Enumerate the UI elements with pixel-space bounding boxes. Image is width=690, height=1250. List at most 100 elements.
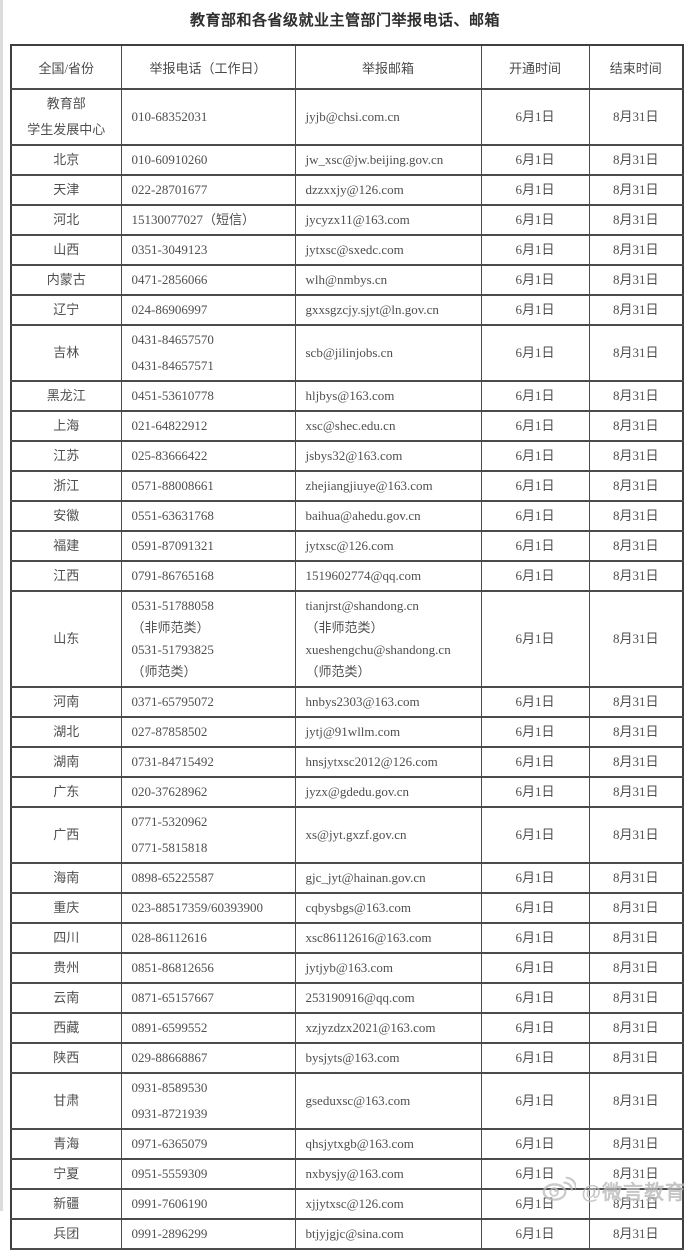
cell-region: 广西 [10, 806, 122, 864]
table-row: 北京 010-60910260 jw_xsc@jw.beijing.gov.cn… [10, 144, 684, 176]
table-row: 陕西 029-88668867 bysjyts@163.com 6月1日 8月3… [10, 1042, 684, 1074]
cell-end-time: 8月31日 [588, 470, 684, 502]
cell-end-time: 8月31日 [588, 1072, 684, 1130]
cell-region: 西藏 [10, 1012, 122, 1044]
cell-phone: 010-68352031 [120, 88, 296, 146]
table-row: 湖南 0731-84715492 hnsjytxsc2012@126.com 6… [10, 746, 684, 778]
table-row: 西藏 0891-6599552 xzjyzdzx2021@163.com 6月1… [10, 1012, 684, 1044]
cell-phone: 0351-3049123 [120, 234, 296, 266]
cell-phone: 025-83666422 [120, 440, 296, 472]
cell-end-time: 8月31日 [588, 560, 684, 592]
cell-region: 浙江 [10, 470, 122, 502]
cell-email: gseduxsc@163.com [294, 1072, 482, 1130]
cell-region: 海南 [10, 862, 122, 894]
cell-end-time: 8月31日 [588, 892, 684, 924]
cell-phone: 15130077027（短信） [120, 204, 296, 236]
cell-region: 甘肃 [10, 1072, 122, 1130]
table-row: 内蒙古 0471-2856066 wlh@nmbys.cn 6月1日 8月31日 [10, 264, 684, 296]
cell-region: 天津 [10, 174, 122, 206]
cell-end-time: 8月31日 [588, 1128, 684, 1160]
table-row: 贵州 0851-86812656 jytjyb@163.com 6月1日 8月3… [10, 952, 684, 984]
table-row: 云南 0871-65157667 253190916@qq.com 6月1日 8… [10, 982, 684, 1014]
cell-start-time: 6月1日 [480, 590, 590, 688]
cell-end-time: 8月31日 [588, 174, 684, 206]
table-row: 安徽 0551-63631768 baihua@ahedu.gov.cn 6月1… [10, 500, 684, 532]
cell-start-time: 6月1日 [480, 952, 590, 984]
cell-region: 宁夏 [10, 1158, 122, 1190]
cell-phone: 0591-87091321 [120, 530, 296, 562]
cell-phone: 0451-53610778 [120, 380, 296, 412]
cell-phone: 022-28701677 [120, 174, 296, 206]
cell-region: 四川 [10, 922, 122, 954]
table-row: 浙江 0571-88008661 zhejiangjiuye@163.com 6… [10, 470, 684, 502]
cell-end-time: 8月31日 [588, 1042, 684, 1074]
cell-email: scb@jilinjobs.cn [294, 324, 482, 382]
cell-start-time: 6月1日 [480, 470, 590, 502]
cell-start-time: 6月1日 [480, 746, 590, 778]
cell-phone: 0871-65157667 [120, 982, 296, 1014]
cell-email: cqbysbgs@163.com [294, 892, 482, 924]
cell-end-time: 8月31日 [588, 294, 684, 326]
table-row: 河北 15130077027（短信） jycyzx11@163.com 6月1日… [10, 204, 684, 236]
cell-region: 安徽 [10, 500, 122, 532]
cell-phone: 0898-65225587 [120, 862, 296, 894]
cell-email: xsc@shec.edu.cn [294, 410, 482, 442]
cell-region: 上海 [10, 410, 122, 442]
cell-end-time: 8月31日 [588, 776, 684, 808]
cell-region: 陕西 [10, 1042, 122, 1074]
cell-end-time: 8月31日 [588, 88, 684, 146]
report-table: 全国/省份 举报电话（工作日） 举报邮箱 开通时间 结束时间 教育部 学生发展中… [10, 44, 684, 1250]
header-region: 全国/省份 [10, 44, 122, 90]
cell-end-time: 8月31日 [588, 1188, 684, 1220]
cell-phone: 0931-8589530 0931-8721939 [120, 1072, 296, 1130]
table-row: 上海 021-64822912 xsc@shec.edu.cn 6月1日 8月3… [10, 410, 684, 442]
cell-phone: 027-87858502 [120, 716, 296, 748]
cell-start-time: 6月1日 [480, 1012, 590, 1044]
cell-end-time: 8月31日 [588, 410, 684, 442]
cell-start-time: 6月1日 [480, 294, 590, 326]
cell-email: jytxsc@sxedc.com [294, 234, 482, 266]
cell-phone: 024-86906997 [120, 294, 296, 326]
table-row: 宁夏 0951-5559309 nxbysjy@163.com 6月1日 8月3… [10, 1158, 684, 1190]
table-row: 四川 028-86112616 xsc86112616@163.com 6月1日… [10, 922, 684, 954]
cell-email: jycyzx11@163.com [294, 204, 482, 236]
cell-email: xjjytxsc@126.com [294, 1188, 482, 1220]
cell-region: 重庆 [10, 892, 122, 924]
cell-start-time: 6月1日 [480, 1158, 590, 1190]
cell-end-time: 8月31日 [588, 440, 684, 472]
cell-end-time: 8月31日 [588, 204, 684, 236]
cell-start-time: 6月1日 [480, 1218, 590, 1250]
cell-email: gjc_jyt@hainan.gov.cn [294, 862, 482, 894]
cell-region: 江苏 [10, 440, 122, 472]
cell-region: 河北 [10, 204, 122, 236]
cell-phone: 020-37628962 [120, 776, 296, 808]
cell-region: 山东 [10, 590, 122, 688]
header-row: 全国/省份 举报电话（工作日） 举报邮箱 开通时间 结束时间 [10, 44, 684, 90]
cell-phone: 029-88668867 [120, 1042, 296, 1074]
cell-start-time: 6月1日 [480, 1042, 590, 1074]
cell-email: wlh@nmbys.cn [294, 264, 482, 296]
cell-phone: 0951-5559309 [120, 1158, 296, 1190]
cell-phone: 0471-2856066 [120, 264, 296, 296]
cell-start-time: 6月1日 [480, 1188, 590, 1220]
cell-email: hnsjytxsc2012@126.com [294, 746, 482, 778]
cell-start-time: 6月1日 [480, 500, 590, 532]
cell-start-time: 6月1日 [480, 862, 590, 894]
cell-start-time: 6月1日 [480, 324, 590, 382]
cell-email: zhejiangjiuye@163.com [294, 470, 482, 502]
cell-start-time: 6月1日 [480, 1128, 590, 1160]
cell-end-time: 8月31日 [588, 324, 684, 382]
table-row: 黑龙江 0451-53610778 hljbys@163.com 6月1日 8月… [10, 380, 684, 412]
cell-phone: 0991-7606190 [120, 1188, 296, 1220]
cell-start-time: 6月1日 [480, 530, 590, 562]
cell-email: xzjyzdzx2021@163.com [294, 1012, 482, 1044]
header-end-time: 结束时间 [588, 44, 684, 90]
cell-email: bysjyts@163.com [294, 1042, 482, 1074]
cell-email: jyjb@chsi.com.cn [294, 88, 482, 146]
header-email: 举报邮箱 [294, 44, 482, 90]
cell-end-time: 8月31日 [588, 982, 684, 1014]
table-row: 青海 0971-6365079 qhsjytxgb@163.com 6月1日 8… [10, 1128, 684, 1160]
cell-start-time: 6月1日 [480, 440, 590, 472]
cell-phone: 028-86112616 [120, 922, 296, 954]
cell-region: 湖南 [10, 746, 122, 778]
